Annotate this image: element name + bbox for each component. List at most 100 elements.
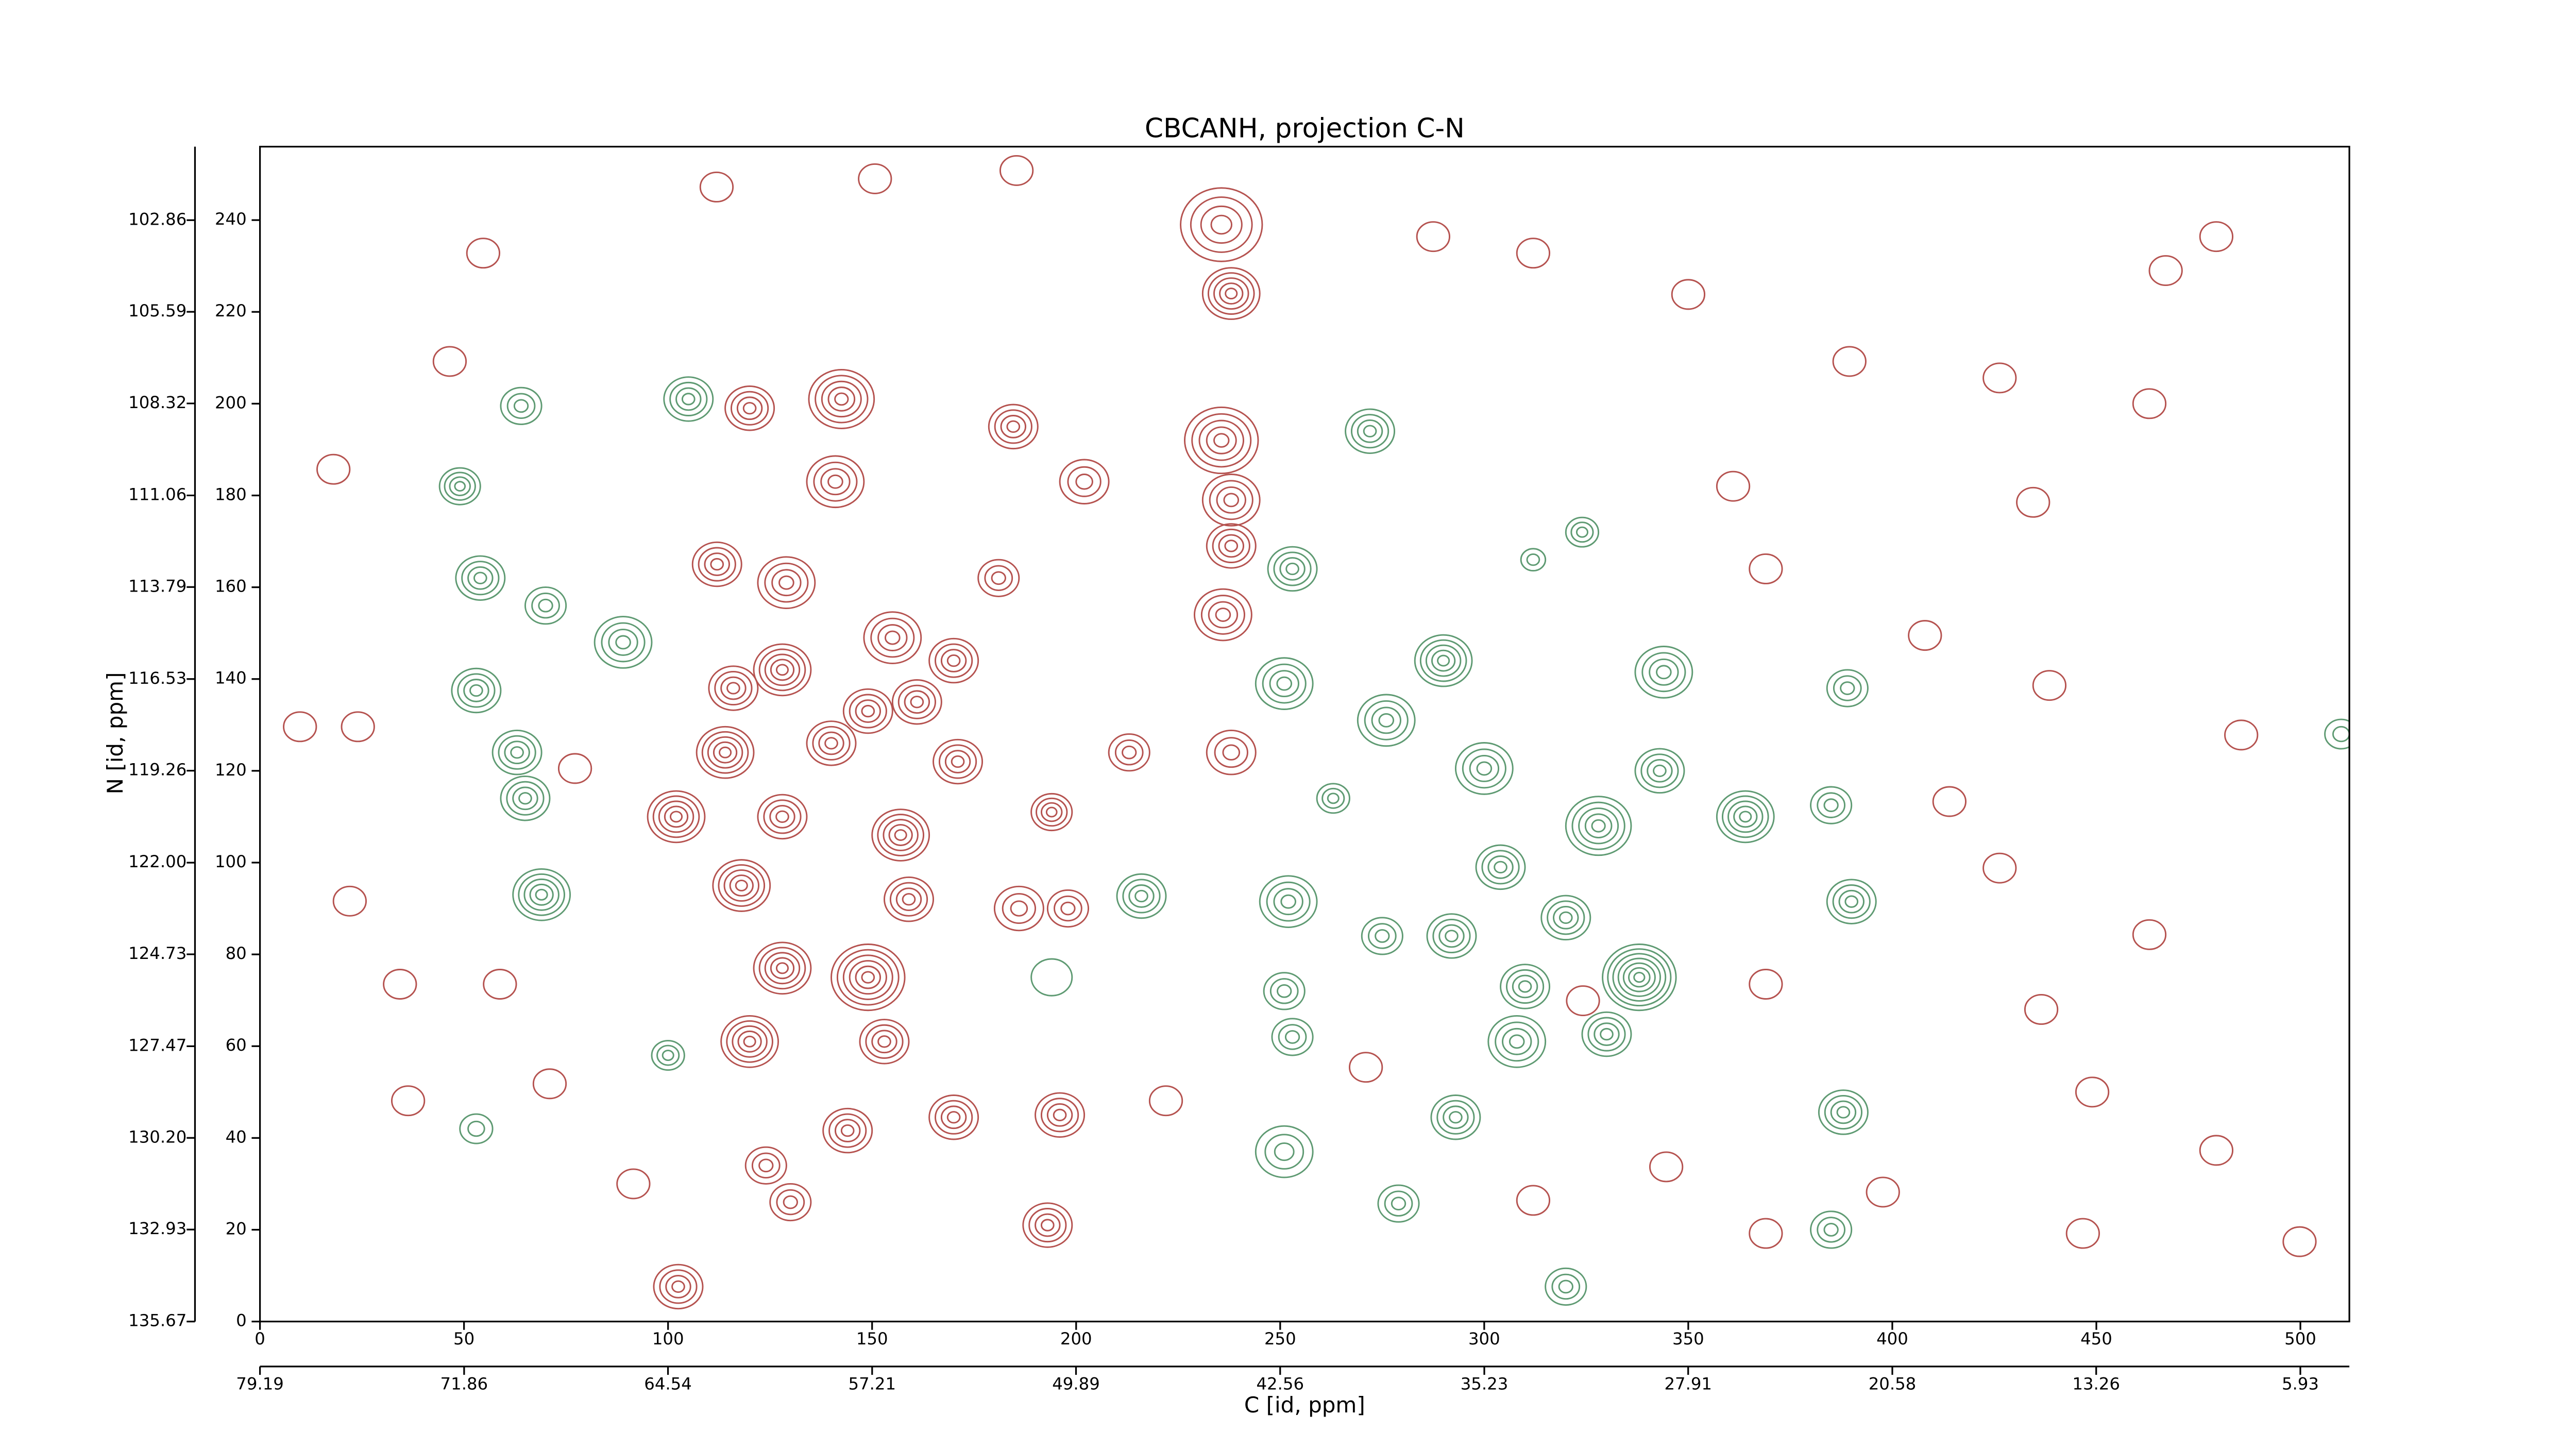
contour-line [1114, 739, 1144, 766]
contour-line [1487, 1015, 1547, 1068]
contour-line [1184, 407, 1259, 475]
contour-line [1357, 419, 1383, 443]
contour-line [1634, 748, 1685, 794]
contour-line [529, 883, 554, 906]
contour-line [1364, 700, 1409, 740]
contour-line [1321, 787, 1345, 809]
contour-line [753, 941, 812, 995]
contour-line [2199, 221, 2234, 252]
contour-line [1284, 1030, 1300, 1044]
contour-line [827, 386, 856, 412]
contour-line [616, 1168, 651, 1200]
contour-line [459, 1113, 494, 1144]
contour-line [1500, 964, 1551, 1009]
contour-line [1505, 969, 1545, 1004]
contour-line [1108, 733, 1150, 772]
contour-line [1345, 408, 1396, 454]
contour-line [500, 776, 551, 821]
contour-line [726, 682, 740, 695]
contour-line [615, 635, 631, 650]
contour-line [806, 720, 857, 766]
contour-line [1067, 466, 1101, 497]
contour-line [1191, 413, 1252, 468]
contour-line [769, 805, 795, 829]
contour-line [691, 541, 742, 587]
y-tick-label: 20 [226, 1219, 247, 1238]
contour-line [813, 461, 858, 502]
contour-line [736, 396, 763, 420]
contour-line [1520, 548, 1547, 571]
contour-line [608, 629, 638, 656]
contour-line [1584, 813, 1613, 838]
x2-tick-label: 79.19 [236, 1374, 284, 1393]
contour-line [283, 711, 317, 743]
contour-line [513, 399, 529, 413]
contour-line [669, 381, 708, 416]
contour-line [1363, 425, 1377, 437]
contour-line [1602, 943, 1677, 1012]
contour-line [928, 637, 979, 684]
contour-line [895, 887, 922, 912]
contour-line [653, 1263, 704, 1310]
contour-line [940, 649, 967, 672]
contour-line [1551, 1273, 1581, 1300]
contour-line [454, 481, 466, 492]
contour-line [467, 566, 494, 590]
contour-line [699, 172, 734, 203]
contour-line [1565, 516, 1600, 548]
contour-line [984, 565, 1013, 591]
contour-line [1213, 433, 1230, 448]
contour-line [1866, 1176, 1900, 1208]
contour-line [1148, 1085, 1183, 1117]
y2-tick-label: 113.79 [128, 576, 187, 596]
contour-line [1206, 523, 1257, 569]
contour-line [812, 726, 851, 761]
contour-line [1349, 1052, 1383, 1083]
contour-line [1384, 1190, 1413, 1217]
contour-line [432, 346, 467, 377]
contour-line [821, 380, 862, 418]
x-tick-label: 350 [1672, 1329, 1704, 1349]
contour-line [1553, 906, 1579, 930]
y2-tick-label: 127.47 [128, 1035, 187, 1055]
contour-line [1830, 1100, 1857, 1124]
contour-line [1749, 553, 1783, 584]
contour-line [1733, 805, 1758, 828]
contour-line [933, 738, 984, 785]
contour-line [1817, 1217, 1845, 1243]
contour-line [720, 1015, 779, 1068]
contour-line [1430, 1094, 1481, 1140]
contour-line [1628, 967, 1651, 988]
contour-line [2132, 919, 2167, 950]
y2-tick-label: 111.06 [128, 484, 187, 504]
contour-line [707, 736, 743, 769]
contour-line [871, 1030, 897, 1054]
x-tick-label: 450 [2080, 1329, 2112, 1349]
contour-line [1649, 658, 1679, 686]
contour-line [1218, 534, 1244, 558]
contour-line [2075, 1076, 2110, 1108]
contour-line [466, 238, 501, 269]
contour-line [1749, 1218, 1783, 1249]
contour-line [594, 616, 653, 669]
x2-tick-label: 5.93 [2282, 1374, 2319, 1393]
contour-line [861, 971, 875, 984]
contour-line [751, 1152, 781, 1178]
contour-line [1634, 646, 1693, 699]
contour-line [1716, 470, 1751, 502]
contour-line [764, 653, 801, 686]
contour-line [1274, 1142, 1295, 1161]
plot-frame [259, 145, 2350, 1323]
contour-line [726, 1020, 773, 1063]
contour-line [1222, 744, 1241, 761]
contour-line [704, 552, 730, 576]
contour-line [1280, 894, 1296, 909]
contour-line [483, 969, 517, 1000]
contour-line [1431, 649, 1456, 672]
contour-line [451, 667, 502, 714]
contour-line [840, 1124, 855, 1137]
contour-line [1271, 1018, 1314, 1056]
contour-line [523, 878, 560, 911]
contour-line [719, 746, 732, 759]
